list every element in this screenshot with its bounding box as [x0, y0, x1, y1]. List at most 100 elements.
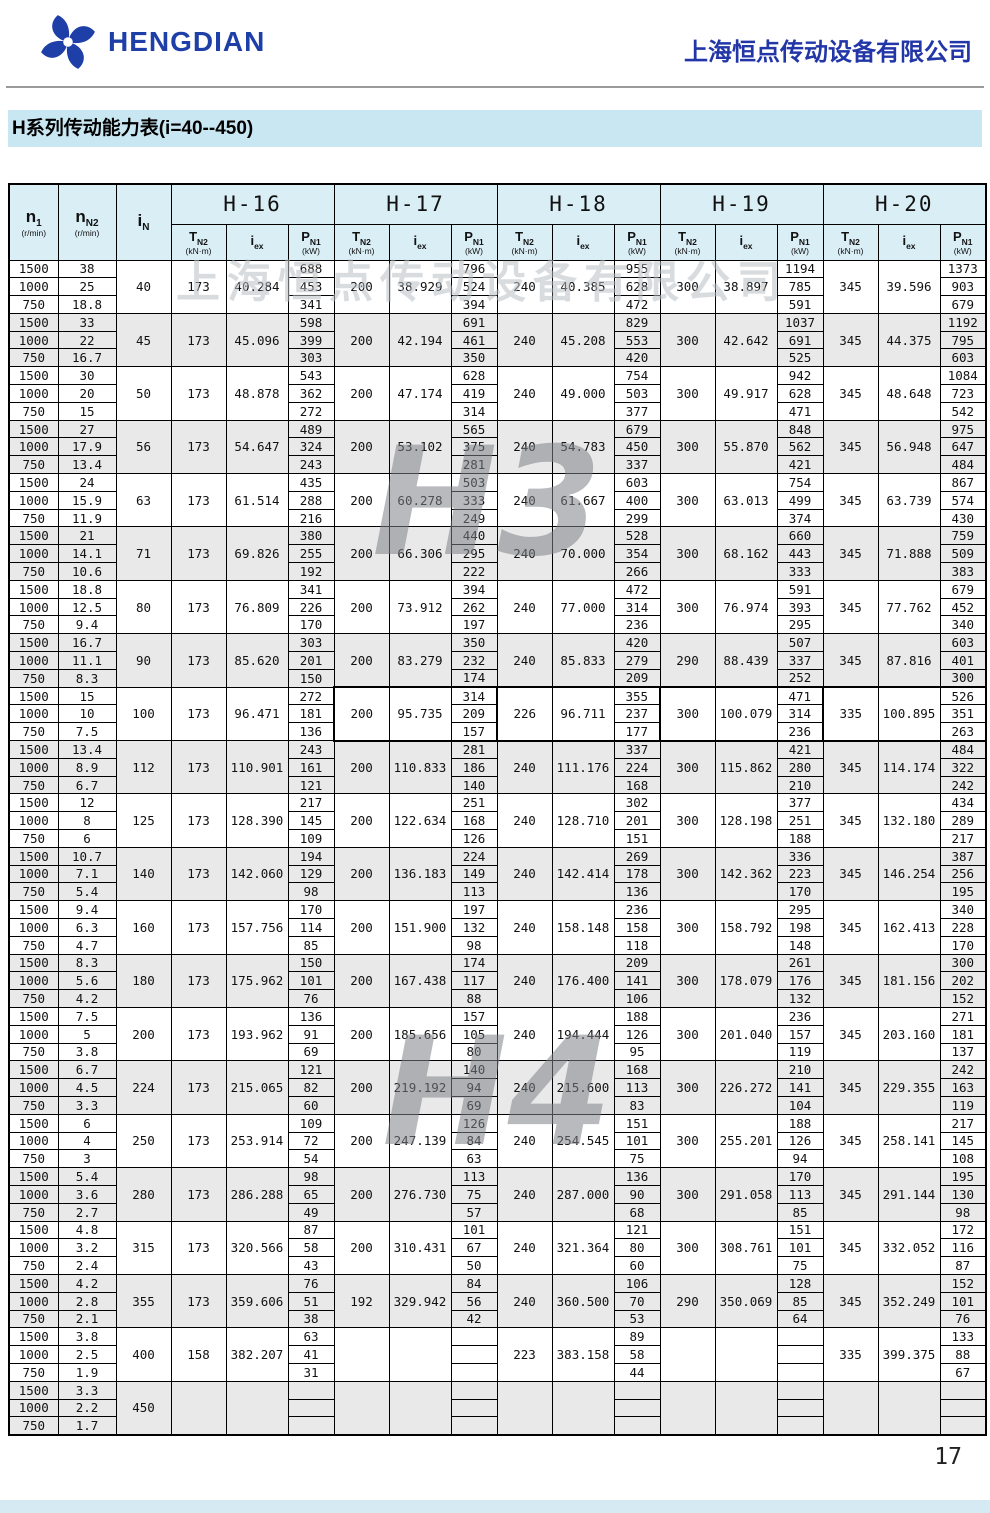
cell-tn2: 173: [170, 953, 227, 1008]
cell-tn2: 300: [659, 312, 716, 368]
cell-tn2: 200: [333, 312, 390, 368]
cell-n1: 750: [8, 1095, 59, 1115]
cell-pn1: 355: [613, 686, 661, 706]
cell-iex: [551, 1380, 615, 1436]
cell-tn2: 223: [496, 1327, 553, 1382]
cell-nn2: 10: [57, 704, 117, 724]
cell-tn2: 300: [659, 366, 716, 421]
cell-tn2: 300: [659, 579, 716, 635]
cell-pn1: 126: [450, 1113, 498, 1133]
table-row: 1500 33 45 173 45.096 598 200 42.194 691 240 45.20…: [8, 312, 987, 368]
cell-n1: 1500: [8, 633, 59, 653]
table-row: 750 1.9 31 44 67: [8, 1362, 987, 1382]
cell-n1: 1000: [8, 651, 59, 670]
cell-n1: 750: [8, 455, 59, 475]
cell-iex: 114.174: [877, 740, 941, 795]
cell-pn1: 210: [776, 1060, 824, 1080]
cell-iex: 83.279: [388, 633, 452, 688]
cell-tn2: 345: [822, 1060, 879, 1115]
cell-iex: 158.792: [714, 900, 778, 955]
cell-pn1: 647: [939, 437, 987, 457]
cell-pn1: [776, 1398, 824, 1418]
cell-iex: 201.040: [714, 1006, 778, 1062]
cell-nn2: 18.8: [57, 579, 117, 599]
cell-pn1: 271: [939, 1006, 987, 1026]
cell-in: 250: [115, 1113, 172, 1169]
cell-n1: 1000: [8, 544, 59, 564]
header-divider: [6, 86, 984, 88]
cell-pn1: 272: [287, 401, 335, 421]
cell-pn1: 83: [613, 1095, 661, 1115]
cell-nn2: 21: [57, 526, 117, 546]
cell-in: 125: [115, 793, 172, 848]
cell-iex: 247.139: [388, 1113, 452, 1169]
cell-pn1: 63: [450, 1149, 498, 1169]
cell-pn1: 88: [939, 1345, 987, 1364]
cell-nn2: 33: [57, 312, 117, 332]
cell-pn1: 170: [776, 1167, 824, 1186]
cell-iex: 45.208: [551, 312, 615, 368]
cell-iex: 115.862: [714, 740, 778, 795]
cell-pn1: 795: [939, 330, 987, 350]
cell-iex: 40.385: [551, 259, 615, 314]
cell-pn1: 69: [287, 1042, 335, 1062]
cell-in: 80: [115, 579, 172, 635]
table-row: 750 1.7: [8, 1416, 987, 1436]
table-row: 1500 5.4 280 173 286.288 98 200 276.730 113 240 28…: [8, 1167, 987, 1222]
table-row: 1500 10.7 140 173 142.060 194 200 136.183 224 240…: [8, 846, 987, 902]
table-row: 1000 25 453 524 628 785 903: [8, 277, 987, 297]
cell-n1: 1500: [8, 686, 59, 706]
cell-tn2: 345: [822, 579, 879, 635]
cell-in: 315: [115, 1220, 172, 1275]
cell-tn2: 192: [333, 1273, 390, 1329]
table-row: 750 4.7 85 98 118 148 170: [8, 935, 987, 955]
cell-tn2: [333, 1380, 390, 1436]
table-row: 1500 4.2 355 173 359.606 76 192 329.942 84 240 360…: [8, 1273, 987, 1329]
cell-nn2: 2.8: [57, 1291, 117, 1311]
cell-pn1: 113: [776, 1184, 824, 1204]
company-name: 上海恒点传动设备有限公司: [684, 39, 972, 66]
cell-pn1: 503: [450, 473, 498, 492]
cell-pn1: 70: [613, 1291, 661, 1311]
cell-pn1: 88: [450, 989, 498, 1008]
table-row: 750 13.4 243 281 337 421 484: [8, 455, 987, 475]
cell-tn2: 200: [333, 793, 390, 848]
cell-pn1: 314: [776, 704, 824, 724]
cell-n1: 750: [8, 562, 59, 581]
cell-pn1: 374: [776, 508, 824, 528]
cell-tn2: 173: [170, 312, 227, 368]
cell-iex: 219.192: [388, 1060, 452, 1115]
cell-pn1: 377: [776, 793, 824, 813]
cell-iex: 162.413: [877, 900, 941, 955]
subcol-header-h-17-tn2: TN2 (kN·m): [333, 223, 390, 261]
cell-tn2: 345: [822, 1113, 879, 1169]
cell-tn2: 300: [659, 740, 716, 795]
cell-pn1: 75: [776, 1256, 824, 1275]
table-row: 750 3.3 60 69 83 104 119: [8, 1095, 987, 1115]
table-row: 1000 4.5 82 94 113 141 163: [8, 1078, 987, 1097]
cell-iex: 44.375: [877, 312, 941, 368]
cell-pn1: 152: [939, 989, 987, 1008]
cell-pn1: 98: [939, 1202, 987, 1222]
cell-n1: 1500: [8, 953, 59, 973]
cell-pn1: 119: [939, 1095, 987, 1115]
cell-pn1: 170: [939, 935, 987, 955]
cell-nn2: 8.3: [57, 953, 117, 973]
cell-pn1: 399: [287, 330, 335, 350]
cell-nn2: 5.6: [57, 971, 117, 991]
cell-tn2: 200: [333, 686, 390, 742]
cell-nn2: 24: [57, 473, 117, 492]
cell-n1: 1500: [8, 366, 59, 386]
cell-n1: 1500: [8, 846, 59, 866]
cell-tn2: 200: [333, 846, 390, 902]
table-row: 750 5.4 98 113 136 170 195: [8, 882, 987, 902]
cell-pn1: 266: [613, 562, 661, 581]
cell-pn1: 1084: [939, 366, 987, 386]
cell-nn2: 5: [57, 1024, 117, 1044]
cell-pn1: 217: [287, 793, 335, 813]
cell-tn2: 240: [496, 1273, 553, 1329]
cell-pn1: 113: [450, 1167, 498, 1186]
cell-pn1: 603: [939, 348, 987, 368]
cell-tn2: 226: [496, 686, 553, 742]
cell-pn1: 471: [776, 686, 824, 706]
